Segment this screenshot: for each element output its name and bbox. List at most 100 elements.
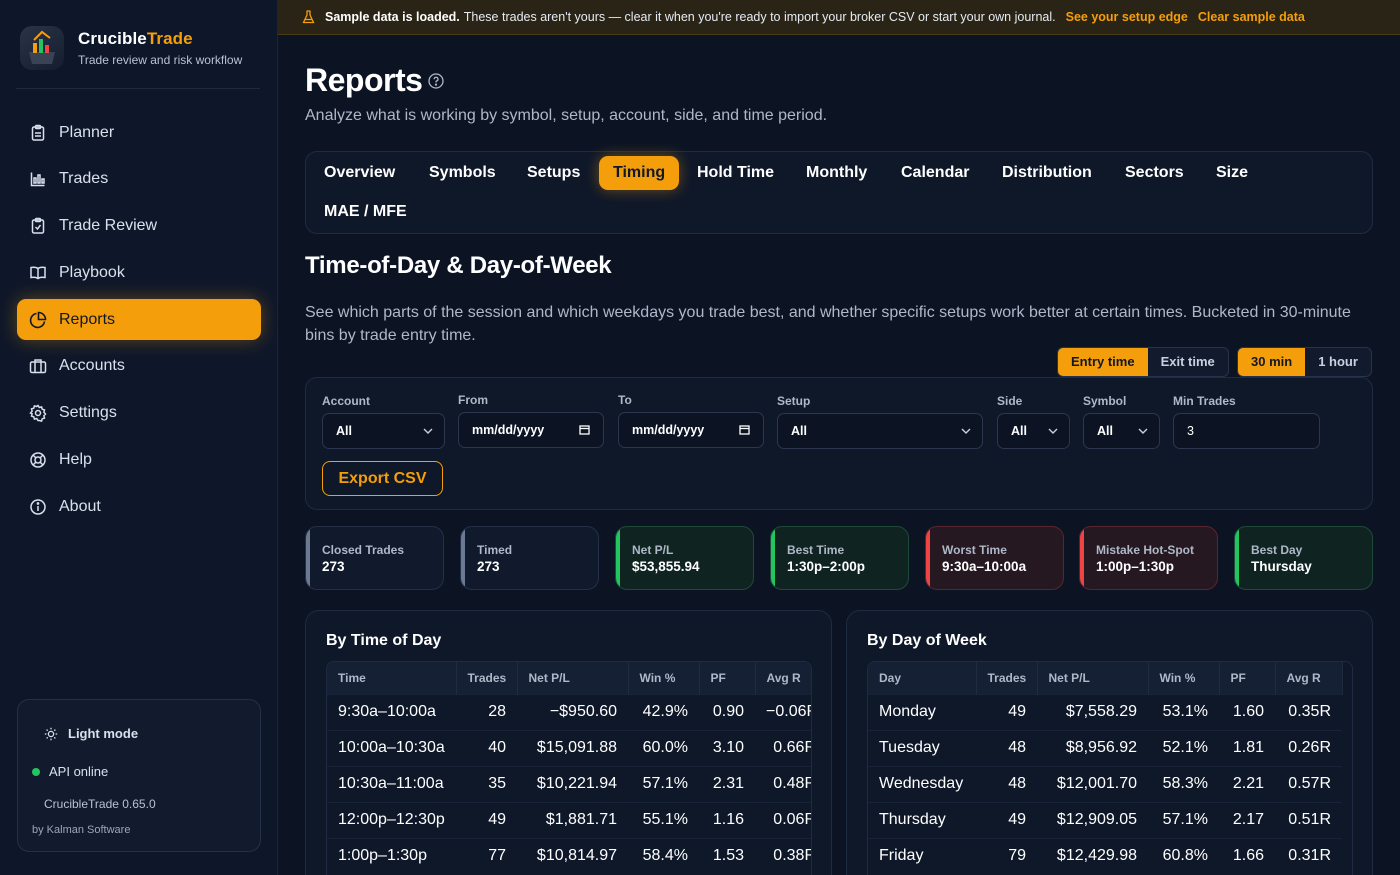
table-cell: 28 — [456, 693, 517, 730]
setup-value: All — [791, 424, 807, 438]
from-label: From — [458, 393, 488, 407]
table-row: 1:00p–1:30p 77 $10,814.97 58.4% 1.53 0.3… — [327, 837, 811, 874]
flask-icon — [302, 10, 315, 24]
sidebar-item-label: Accounts — [59, 357, 125, 375]
stat-label: Closed Trades — [322, 543, 405, 557]
column-header[interactable]: Avg R — [755, 662, 811, 694]
bucket-1hour-toggle[interactable]: 1 hour — [1318, 354, 1358, 369]
sidebar-item-about[interactable]: About — [17, 486, 261, 527]
sidebar-item-planner[interactable]: Planner — [17, 112, 261, 153]
bucket-30min-toggle[interactable]: 30 min — [1238, 348, 1306, 376]
table-cell: 12:00p–12:30p — [327, 801, 456, 838]
sidebar-item-label: Reports — [59, 310, 116, 328]
day-of-week-table-wrap[interactable]: Day Trades Net P/L Win % PF Avg R Monday… — [867, 661, 1353, 875]
table-row: 10:30a–11:00a 35 $10,221.94 57.1% 2.31 0… — [327, 765, 811, 802]
sidebar-item-accounts[interactable]: Accounts — [17, 346, 261, 387]
table-cell: 1.66 — [1219, 837, 1275, 874]
day-of-week-panel: By Day of Week Day Trades Net P/L Win % … — [846, 610, 1373, 875]
entry-time-toggle[interactable]: Entry time — [1058, 348, 1148, 376]
brand[interactable]: CrucibleTrade Trade review and risk work… — [20, 26, 242, 70]
calendar-icon[interactable] — [739, 424, 750, 435]
table-row: Tuesday 48 $8,956.92 52.1% 1.81 0.26R — [868, 729, 1342, 766]
tab-overview[interactable]: Overview — [324, 164, 396, 181]
column-header[interactable]: PF — [699, 662, 756, 694]
table-cell: 2.17 — [1219, 801, 1275, 838]
column-header[interactable]: Time — [327, 662, 457, 694]
stat-label: Best Time — [787, 543, 845, 557]
tab-monthly[interactable]: Monthly — [806, 164, 868, 181]
to-date-value: mm/dd/yyyy — [632, 423, 705, 437]
table-cell: $12,429.98 — [1037, 837, 1148, 874]
table-cell: 0.51R — [1275, 801, 1342, 838]
time-of-day-table-wrap[interactable]: Time Trades Net P/L Win % PF Avg R 9:30a… — [326, 661, 812, 875]
table-cell: Thursday — [868, 801, 976, 838]
setup-edge-link[interactable]: See your setup edge — [1065, 10, 1188, 24]
tab-size[interactable]: Size — [1216, 164, 1249, 181]
table-cell: 49 — [456, 801, 517, 838]
chevron-down-icon — [1048, 428, 1058, 434]
side-select[interactable]: All — [997, 413, 1070, 449]
exit-time-toggle[interactable]: Exit time — [1160, 354, 1215, 369]
to-date-input[interactable]: mm/dd/yyyy — [618, 412, 764, 448]
export-csv-button[interactable]: Export CSV — [322, 461, 443, 496]
tab-symbols[interactable]: Symbols — [429, 164, 496, 181]
table-cell: $10,221.94 — [517, 765, 628, 802]
column-header[interactable]: Net P/L — [517, 662, 629, 694]
table-cell: Friday — [868, 837, 976, 874]
column-header[interactable]: Net P/L — [1037, 662, 1149, 694]
sidebar-item-reports[interactable]: Reports — [17, 299, 261, 341]
sidebar-item-playbook[interactable]: Playbook — [17, 252, 261, 293]
sidebar-item-help[interactable]: Help — [17, 440, 261, 481]
table-cell: 60.0% — [628, 729, 699, 766]
help-circle-icon[interactable] — [428, 73, 444, 94]
tab-calendar[interactable]: Calendar — [901, 164, 970, 181]
column-header[interactable]: Trades — [976, 662, 1038, 694]
tab-sectors[interactable]: Sectors — [1125, 164, 1184, 181]
tab-setups[interactable]: Setups — [527, 164, 581, 181]
stat-worst-time: Worst Time 9:30a–10:00a — [925, 526, 1064, 590]
column-header[interactable]: Avg R — [1275, 662, 1343, 694]
stat-value: 9:30a–10:00a — [942, 559, 1027, 574]
from-date-value: mm/dd/yyyy — [472, 423, 545, 437]
symbol-select[interactable]: All — [1083, 413, 1160, 449]
tab-timing[interactable]: Timing — [599, 156, 680, 190]
calendar-icon[interactable] — [579, 424, 590, 435]
bucket-size-toggle: 30 min 1 hour — [1237, 347, 1372, 377]
column-header[interactable]: Trades — [456, 662, 518, 694]
column-header[interactable]: Win % — [628, 662, 700, 694]
sidebar-item-trade-review[interactable]: Trade Review — [17, 206, 261, 247]
stat-label: Timed — [477, 543, 513, 557]
column-header[interactable]: Win % — [1148, 662, 1220, 694]
table-cell: 2.21 — [1219, 765, 1275, 802]
account-label: Account — [322, 394, 370, 408]
table-row: Thursday 49 $12,909.05 57.1% 2.17 0.51R — [868, 801, 1342, 838]
table-cell: 9:30a–10:00a — [327, 693, 456, 730]
page-subtitle: Analyze what is working by symbol, setup… — [305, 107, 828, 124]
tab-distribution[interactable]: Distribution — [1002, 164, 1092, 181]
column-header[interactable]: PF — [1219, 662, 1276, 694]
table-cell: 57.1% — [628, 765, 699, 802]
table-cell: 40 — [456, 729, 517, 766]
table-cell: 35 — [456, 765, 517, 802]
setup-select[interactable]: All — [777, 413, 983, 449]
min-trades-input[interactable]: 3 — [1173, 413, 1320, 449]
tab-hold-time[interactable]: Hold Time — [697, 164, 775, 181]
tab-mae-mfe[interactable]: MAE / MFE — [324, 203, 407, 220]
table-cell: 77 — [456, 837, 517, 874]
column-header[interactable]: Day — [868, 662, 977, 694]
clear-sample-data-link[interactable]: Clear sample data — [1197, 10, 1305, 24]
account-select[interactable]: All — [322, 413, 445, 449]
briefcase-icon — [29, 357, 47, 375]
stat-label: Mistake Hot-Spot — [1096, 543, 1195, 557]
table-header-row: Time Trades Net P/L Win % PF Avg R — [327, 662, 811, 694]
page-title: Reports — [305, 62, 423, 98]
stat-value: 273 — [477, 559, 500, 574]
time-of-day-panel: By Time of Day Time Trades Net P/L Win %… — [305, 610, 832, 875]
table-row: 12:00p–12:30p 49 $1,881.71 55.1% 1.16 0.… — [327, 801, 811, 838]
light-mode-toggle[interactable]: Light mode — [44, 726, 138, 741]
sidebar-item-settings[interactable]: Settings — [17, 393, 261, 434]
sidebar-item-trades[interactable]: Trades — [17, 159, 261, 200]
table-cell: 0.90 — [699, 693, 755, 730]
from-date-input[interactable]: mm/dd/yyyy — [458, 412, 604, 448]
to-label: To — [618, 393, 632, 407]
